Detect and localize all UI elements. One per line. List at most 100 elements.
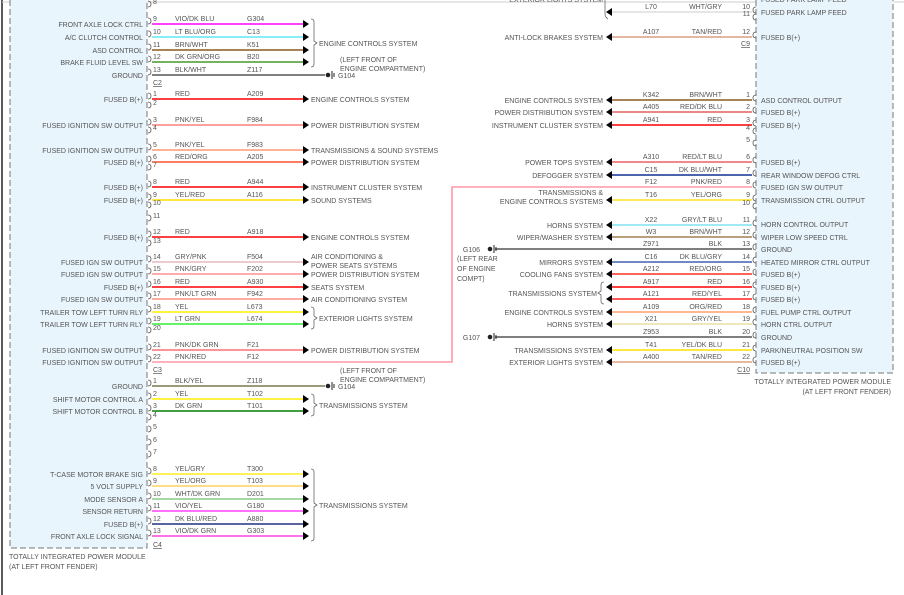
destination-label: AIR CONDITIONING SYSTEM — [311, 297, 407, 304]
pin-number: 7 — [153, 449, 157, 456]
circuit-id: L673 — [247, 304, 263, 311]
destination-label: ANTI-LOCK BRAKES SYSTEM — [505, 35, 604, 42]
right-module-name: TOTALLY INTEGRATED POWER MODULE — [754, 379, 891, 386]
pin-number: 8 — [746, 179, 750, 186]
circuit-id: G304 — [247, 16, 264, 23]
pin-number: 1 — [153, 91, 157, 98]
connector-cavity — [752, 281, 757, 289]
ground-location: (LEFT FRONT OF — [340, 368, 397, 375]
destination-label: TRANSMISSIONS & — [538, 190, 603, 197]
arrow-icon — [303, 482, 309, 490]
wire-color-label: DK GRN — [175, 403, 202, 410]
pin-number: 10 — [153, 29, 161, 36]
connector-cavity — [752, 156, 757, 164]
pin-function-label: FUSED IGN SW OUTPUT — [61, 272, 144, 279]
wire-color-label: BRN/WHT — [689, 92, 722, 99]
destination-label: TRANSMISSIONS SYSTEM — [319, 503, 408, 510]
pin-number: 5 — [153, 142, 157, 149]
circuit-id: T102 — [247, 391, 263, 398]
pin-number: 16 — [742, 279, 750, 286]
arrow-icon — [606, 8, 612, 16]
wire-color-label: DK BLU/GRY — [680, 254, 723, 261]
destination-label: DEFOGGER SYSTEM — [532, 173, 603, 180]
left-module-location: (AT LEFT FRONT FENDER) — [9, 564, 98, 571]
connector-cavity — [752, 268, 757, 276]
circuit-id: X21 — [645, 316, 658, 323]
pin-number: 4 — [153, 125, 157, 132]
circuit-id: A880 — [247, 516, 263, 523]
circuit-id: A107 — [643, 29, 659, 36]
pin-number: 12 — [742, 29, 750, 36]
destination-label: EXTERIOR LIGHTS SYSTEM — [509, 360, 603, 367]
connector-cavity — [752, 6, 757, 14]
pin-function-label: FUSED B(+) — [761, 272, 800, 279]
pin-function-label: T-CASE MOTOR BRAKE SIG — [50, 472, 143, 479]
circuit-id: C16 — [645, 254, 658, 261]
arrow-icon — [606, 270, 612, 278]
pin-number: 11 — [743, 217, 750, 224]
ground-location: (LEFT FRONT OF — [340, 57, 397, 64]
pin-number: 11 — [153, 42, 160, 49]
ground-location: ENGINE COMPARTMENT) — [340, 66, 425, 73]
connector-cavity — [147, 163, 152, 171]
circuit-id: A405 — [643, 104, 659, 111]
pin-number: 6 — [153, 154, 157, 161]
pin-function-label: FUSED B(+) — [104, 160, 143, 167]
circuit-id: Z953 — [643, 329, 659, 336]
pin-function-label: FUSED PARK LAMP FEED — [761, 10, 847, 17]
pin-number: 14 — [742, 254, 750, 261]
arrow-icon — [606, 295, 612, 303]
pin-number: 13 — [742, 241, 750, 248]
destination-label: POWER DISTRIBUTION SYSTEM — [311, 123, 420, 130]
connector-cavity — [147, 413, 152, 421]
arrow-icon — [303, 346, 309, 354]
pin-function-label: SHIFT MOTOR CONTROL A — [53, 397, 143, 404]
connector-cavity — [752, 356, 757, 364]
wire-color-label: YEL/DK BLU — [682, 342, 722, 349]
connector-cavity — [752, 119, 757, 127]
arrow-icon — [606, 283, 612, 291]
circuit-id: C15 — [645, 167, 658, 174]
arrow-icon — [303, 395, 309, 403]
wire-color-label: RED — [707, 117, 722, 124]
pin-function-label: HORN CTRL OUTPUT — [761, 322, 833, 329]
destination-label: POWER DISTRIBUTION SYSTEM — [311, 348, 420, 355]
connector-cavity — [147, 193, 152, 201]
wire-color-label: PNK/RED — [175, 354, 206, 361]
ground-id: G104 — [338, 384, 355, 391]
circuit-id: K51 — [247, 42, 260, 49]
pin-function-label: FRONT AXLE LOCK CTRL — [58, 22, 143, 29]
circuit-id: C13 — [247, 29, 260, 36]
arrow-icon — [606, 33, 612, 41]
wire-color-label: PNK/DK GRN — [175, 342, 219, 349]
destination-label: TRANSMISSIONS & SOUND SYSTEMS — [311, 148, 439, 155]
ground-location: ENGINE COMPARTMENT) — [340, 377, 425, 384]
destination-label: SOUND SYSTEMS — [311, 198, 372, 205]
pin-number: 15 — [153, 266, 161, 273]
connector-cavity — [147, 267, 152, 275]
connector-cavity — [147, 30, 152, 38]
ground-id: G104 — [338, 73, 355, 80]
connector-cavity — [147, 143, 152, 151]
pin-number: 8 — [153, 466, 157, 473]
wire-color-label: RED/YEL — [692, 291, 722, 298]
wire-color-label: RED — [707, 279, 722, 286]
wire-color-label: RED/ORG — [175, 154, 208, 161]
connector-cavity — [147, 529, 152, 537]
connector-cavity — [752, 202, 757, 210]
arrow-icon — [606, 308, 612, 316]
ground-location: (LEFT REAR — [457, 256, 498, 263]
pin-number: 8 — [153, 179, 157, 186]
pin-function-label: MODE SENSOR A — [84, 497, 143, 504]
connector-cavity — [752, 306, 757, 314]
pin-function-label: HORN CONTROL OUTPUT — [761, 222, 849, 229]
pin-function-label: FUSED IGN SW OUTPUT — [61, 260, 144, 267]
destination-label: TRANSMISSIONS SYSTEM — [508, 291, 597, 298]
circuit-id: B20 — [247, 54, 260, 61]
pin-number: 16 — [153, 279, 161, 286]
pin-number: 6 — [746, 154, 750, 161]
arrow-icon — [303, 507, 309, 515]
destination-label: TRANSMISSIONS SYSTEM — [514, 348, 603, 355]
circuit-id: A918 — [247, 229, 263, 236]
